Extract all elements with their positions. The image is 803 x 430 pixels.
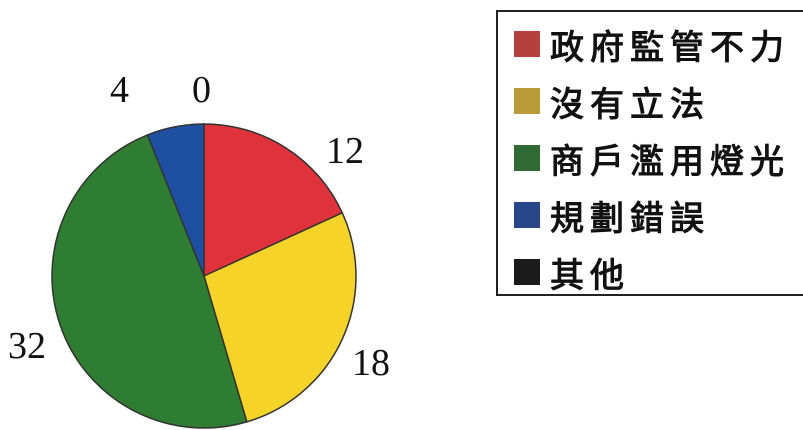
legend-item-2: 沒有立法 [514, 81, 710, 125]
pie-slice-3 [51, 133, 248, 429]
pie-chart: 12 18 32 4 0 [8, 69, 390, 429]
pie-slice-1 [203, 123, 344, 278]
legend-swatch-3 [514, 145, 540, 171]
legend-swatch-2 [514, 88, 540, 114]
legend-swatch-1 [514, 31, 540, 57]
legend-swatch-4 [514, 202, 540, 228]
slice-value-label-2: 18 [352, 342, 390, 384]
legend-swatch-5 [514, 259, 540, 285]
legend-item-4: 規劃錯誤 [514, 195, 710, 239]
legend-label-3: 商戶濫用燈光 [550, 141, 790, 182]
legend-label-2: 沒有立法 [550, 84, 710, 125]
slice-value-label-1: 12 [326, 130, 364, 172]
pie-slice-2 [203, 211, 357, 423]
slice-value-label-4: 4 [110, 69, 129, 111]
legend-label-5: 其他 [550, 255, 630, 296]
legend: 政府監管不力 沒有立法 商戶濫用燈光 規劃錯誤 其他 [496, 10, 803, 296]
legend-label-4: 規劃錯誤 [550, 198, 710, 239]
legend-label-1: 政府監管不力 [550, 27, 790, 68]
pie-slice-4 [146, 123, 205, 277]
legend-item-1: 政府監管不力 [514, 24, 790, 68]
pie-slices [51, 123, 357, 429]
slice-value-label-3: 32 [8, 325, 46, 367]
legend-item-5: 其他 [514, 252, 630, 296]
slice-value-label-5: 0 [192, 69, 211, 111]
legend-item-3: 商戶濫用燈光 [514, 138, 790, 182]
